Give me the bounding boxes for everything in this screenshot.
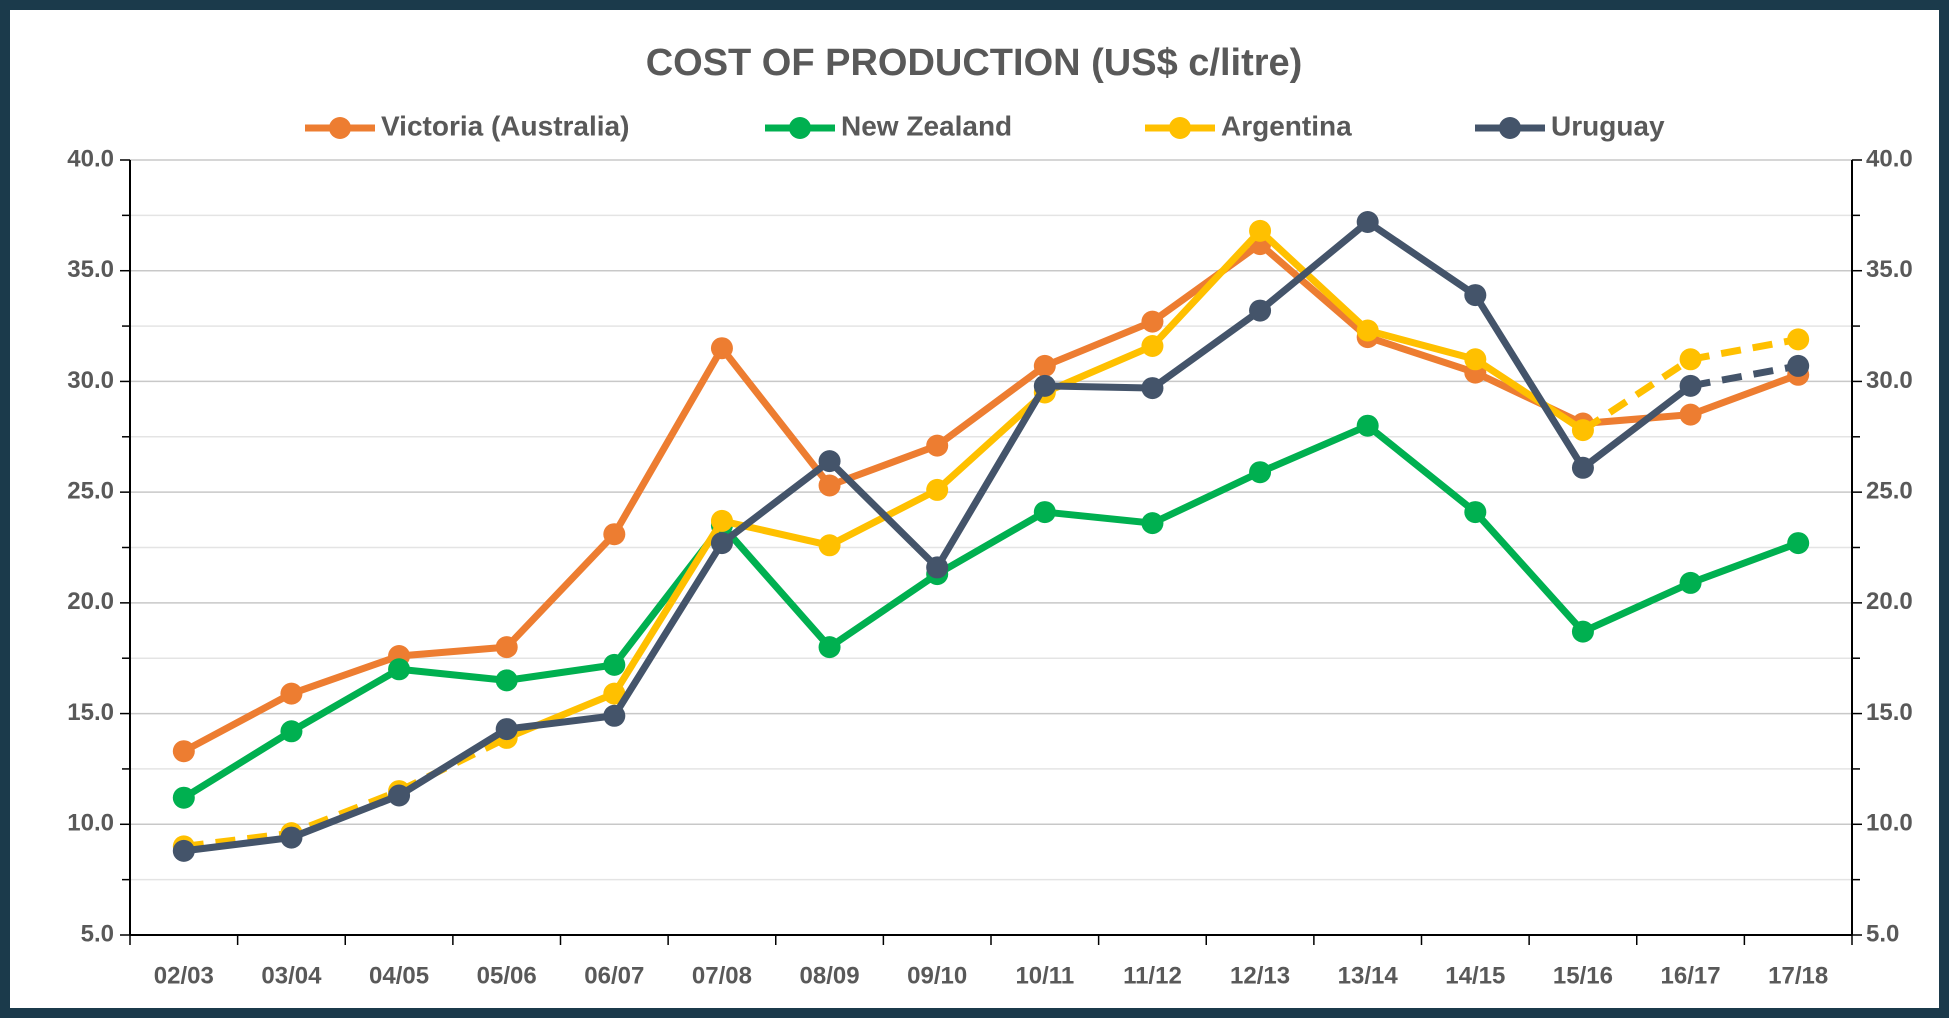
y2-tick-label: 10.0 [1866, 810, 1913, 837]
y-tick-label: 20.0 [67, 588, 114, 615]
series-marker [495, 636, 518, 659]
series-marker [1571, 419, 1594, 442]
series-marker [1464, 348, 1487, 371]
series-marker [1356, 414, 1379, 437]
series-marker [1679, 571, 1702, 594]
chart-title: COST OF PRODUCTION (US$ c/litre) [646, 42, 1303, 84]
series-marker [710, 532, 733, 555]
series-marker [1679, 374, 1702, 397]
series-line [1689, 362, 1799, 390]
legend-marker [1499, 117, 1521, 139]
legend-marker [329, 117, 351, 139]
series-marker [495, 669, 518, 692]
series-marker [1249, 461, 1272, 484]
x-tick-label: 16/17 [1661, 962, 1721, 989]
series-marker [1033, 354, 1056, 377]
y2-tick-label: 30.0 [1866, 367, 1913, 394]
series-line [183, 734, 509, 850]
x-tick-label: 12/13 [1230, 962, 1290, 989]
series-marker [280, 826, 303, 849]
series-marker [280, 682, 303, 705]
series-marker [172, 786, 195, 809]
series-marker [1787, 354, 1810, 377]
x-tick-label: 06/07 [584, 962, 644, 989]
series-marker [818, 474, 841, 497]
x-tick-label: 13/14 [1338, 962, 1399, 989]
y-tick-label: 25.0 [67, 477, 114, 504]
legend-label: Argentina [1221, 110, 1352, 141]
series-marker [1679, 403, 1702, 426]
y2-tick-label: 25.0 [1866, 477, 1913, 504]
series-marker [818, 534, 841, 557]
x-tick-label: 03/04 [261, 962, 322, 989]
series-marker [1141, 512, 1164, 535]
x-tick-label: 05/06 [477, 962, 537, 989]
y-tick-label: 10.0 [67, 810, 114, 837]
series-marker [603, 653, 626, 676]
y-tick-label: 30.0 [67, 367, 114, 394]
series-line [181, 422, 1800, 801]
x-tick-label: 14/15 [1445, 962, 1505, 989]
y2-tick-label: 15.0 [1866, 699, 1913, 726]
series-marker [1356, 211, 1379, 233]
series-marker [818, 636, 841, 659]
series-marker [1464, 501, 1487, 524]
series-marker [926, 434, 949, 457]
series-marker [710, 337, 733, 360]
y2-tick-label: 35.0 [1866, 256, 1913, 283]
y2-tick-label: 20.0 [1866, 588, 1913, 615]
series-marker [1787, 532, 1810, 555]
x-tick-label: 08/09 [800, 962, 860, 989]
x-tick-label: 10/11 [1015, 962, 1074, 989]
x-tick-label: 15/16 [1553, 962, 1613, 989]
series-marker [1787, 328, 1810, 351]
series-marker [1141, 310, 1164, 333]
series-marker [710, 509, 733, 532]
series-marker [926, 556, 949, 579]
legend-marker [789, 117, 811, 139]
series-marker [1141, 335, 1164, 357]
x-tick-label: 09/10 [907, 962, 967, 989]
legend-label: Victoria (Australia) [381, 110, 629, 141]
series-marker [818, 450, 841, 473]
x-tick-label: 07/08 [692, 962, 752, 989]
series-marker [172, 740, 195, 763]
x-tick-label: 04/05 [369, 962, 429, 989]
series-marker [280, 720, 303, 743]
y-tick-label: 5.0 [81, 920, 114, 947]
legend-label: New Zealand [841, 110, 1012, 141]
y2-tick-label: 5.0 [1866, 920, 1899, 947]
series-marker [1679, 348, 1702, 371]
y-tick-label: 15.0 [67, 699, 114, 726]
series-marker [1464, 284, 1487, 307]
series-marker [495, 718, 518, 741]
series-marker [1033, 374, 1056, 397]
series-marker [603, 704, 626, 727]
series-marker [1033, 501, 1056, 524]
x-tick-label: 11/12 [1123, 962, 1182, 989]
series-marker [1141, 377, 1164, 400]
y-tick-label: 40.0 [67, 145, 114, 172]
series-marker [926, 478, 949, 501]
series-marker [388, 658, 411, 681]
series-marker [603, 523, 626, 546]
series-marker [1571, 456, 1594, 479]
series-marker [1249, 299, 1272, 322]
x-tick-label: 17/18 [1768, 962, 1828, 989]
series-marker [172, 839, 195, 862]
y2-tick-label: 40.0 [1866, 145, 1913, 172]
legend-marker [1169, 117, 1191, 139]
y-tick-label: 35.0 [67, 256, 114, 283]
series-marker [1571, 620, 1594, 643]
series-marker [603, 682, 626, 705]
x-tick-label: 02/03 [154, 962, 214, 989]
legend-label: Uruguay [1551, 110, 1665, 141]
series-marker [388, 784, 411, 807]
series-marker [1356, 319, 1379, 342]
series-marker [1249, 219, 1272, 242]
